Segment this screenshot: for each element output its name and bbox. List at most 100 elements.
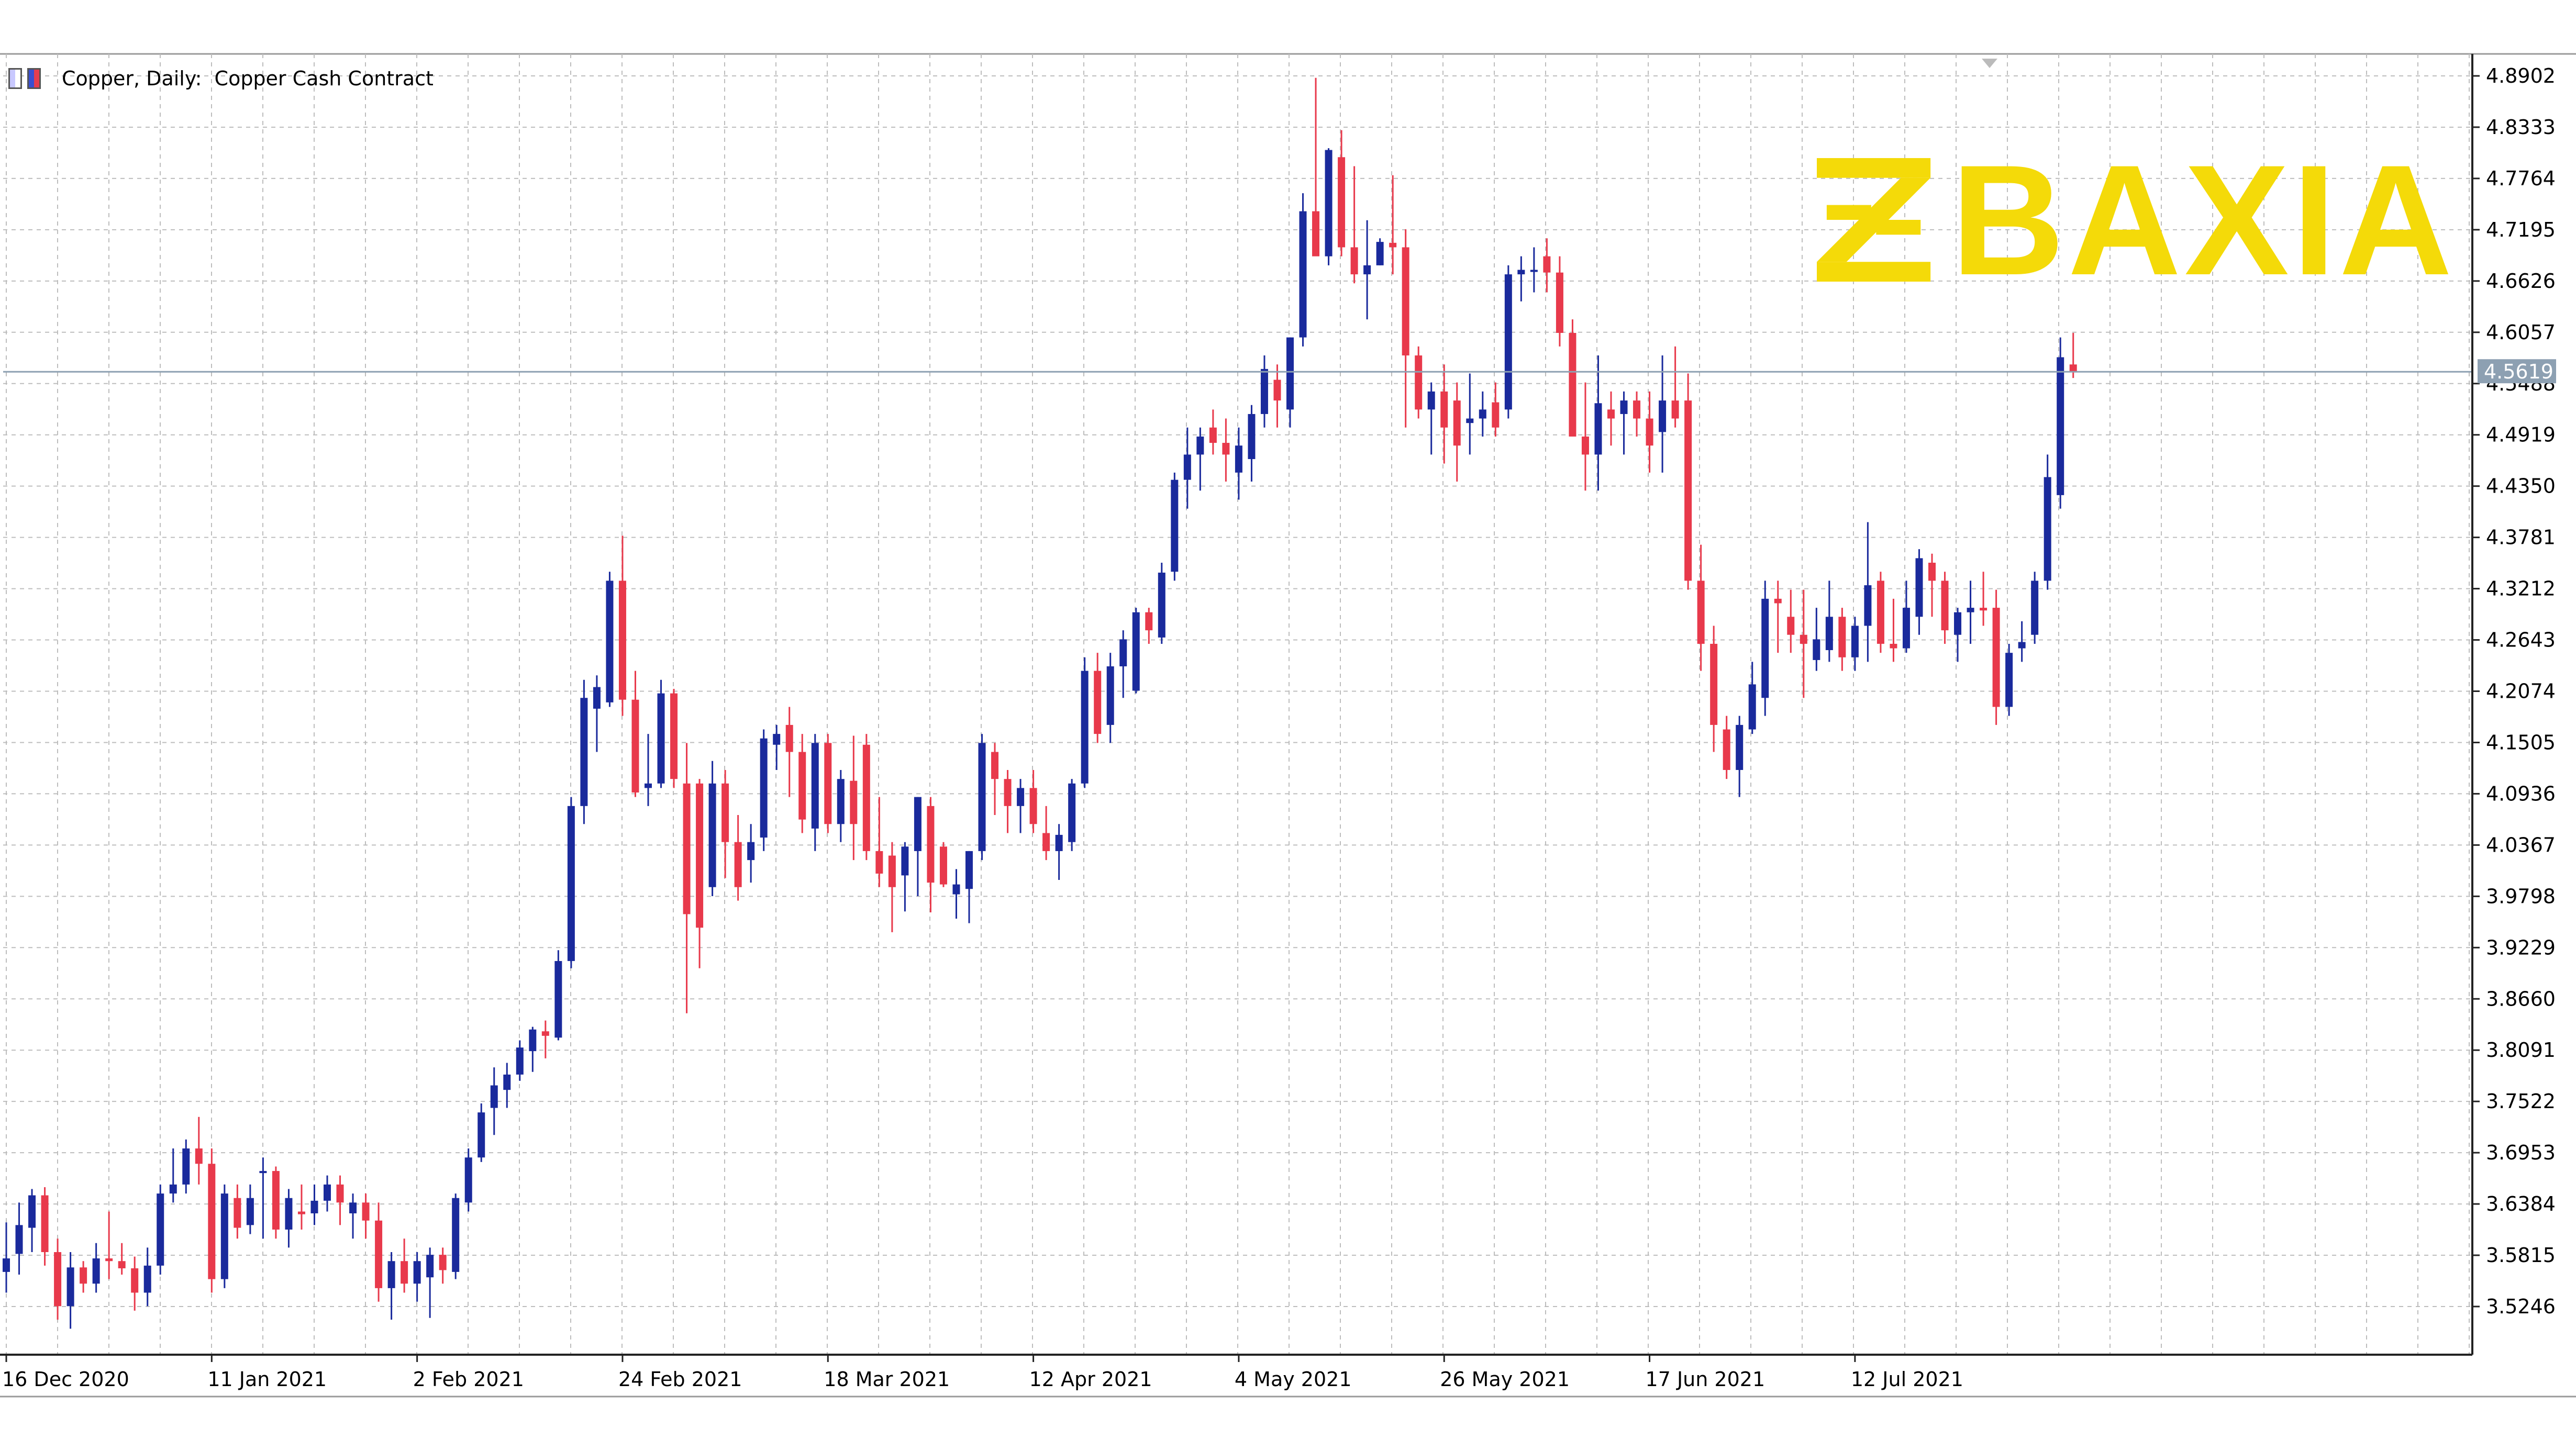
candle <box>2057 337 2064 509</box>
candle <box>773 724 781 770</box>
candle-body <box>670 693 678 779</box>
candle <box>1980 572 1987 626</box>
chart-shift-marker-icon[interactable] <box>1982 59 1997 68</box>
chart-type-icon[interactable] <box>27 68 41 89</box>
candle <box>1235 427 1242 500</box>
candle-body <box>362 1202 370 1221</box>
candle-body <box>1273 380 1281 401</box>
candle <box>978 734 986 861</box>
candle <box>297 1184 305 1230</box>
candle <box>54 1238 62 1320</box>
candle <box>1646 391 1653 473</box>
candle <box>208 1148 216 1293</box>
candle-body <box>1543 256 1551 273</box>
candle <box>1004 769 1012 833</box>
candle <box>785 707 793 797</box>
candle <box>1941 572 1949 644</box>
candle <box>1273 364 1281 428</box>
candle <box>747 824 755 883</box>
candle <box>541 1020 549 1058</box>
candles <box>3 77 2077 1329</box>
candle-body <box>157 1193 164 1266</box>
candle-body <box>54 1252 62 1307</box>
candle-body <box>760 738 768 838</box>
candle <box>1838 608 1846 671</box>
candle-body <box>1158 572 1165 638</box>
candle-body <box>798 752 806 820</box>
y-tick-label: 4.0367 <box>2486 833 2556 856</box>
candle <box>1017 779 1025 833</box>
candle-body <box>516 1047 524 1075</box>
candle <box>1723 716 1730 779</box>
candle <box>1094 653 1102 743</box>
candle-body <box>234 1198 241 1228</box>
candle <box>143 1247 151 1307</box>
candle <box>708 761 716 896</box>
candle <box>1517 256 1525 302</box>
candle <box>1774 581 1782 653</box>
candle-body <box>1736 724 1744 770</box>
candle-body <box>747 842 755 861</box>
candle-body <box>220 1193 228 1279</box>
candle-body <box>478 1112 485 1158</box>
candle-body <box>657 693 665 784</box>
candle-body <box>1325 150 1333 256</box>
candle-body <box>952 884 960 895</box>
candle-body <box>1427 391 1435 410</box>
candle <box>850 735 858 861</box>
candle <box>606 572 614 707</box>
candle <box>439 1247 447 1284</box>
candle <box>2044 454 2051 590</box>
candle <box>1569 319 1576 437</box>
candle-body <box>452 1198 460 1272</box>
candle-body <box>1838 617 1846 657</box>
candle-body <box>1299 211 1307 338</box>
candle <box>2069 332 2077 378</box>
candle-body <box>991 752 999 779</box>
candle <box>952 869 960 919</box>
candle-body <box>15 1225 23 1254</box>
candle <box>1466 373 1474 455</box>
candle-body <box>1646 418 1653 446</box>
x-tick-label: 17 Jun 2021 <box>1646 1368 1766 1391</box>
y-tick-label: 4.2074 <box>2486 680 2556 703</box>
candle-body <box>1042 833 1050 851</box>
candle-body <box>1479 409 1486 419</box>
candle-body <box>2069 364 2077 372</box>
candle-body <box>965 851 973 889</box>
candle-body <box>1235 445 1242 473</box>
candle <box>2031 572 2039 644</box>
candle <box>169 1148 177 1203</box>
candle-body <box>285 1198 293 1230</box>
candle-body <box>1363 265 1371 275</box>
candle <box>1350 166 1358 284</box>
candle-body <box>1517 270 1525 275</box>
candle-body <box>1581 436 1589 455</box>
y-tick-label: 3.8091 <box>2486 1039 2556 1062</box>
candle <box>195 1117 203 1185</box>
candle-body <box>978 743 986 851</box>
candle-body <box>1890 643 1897 649</box>
candle <box>1325 148 1333 265</box>
candle-body <box>1877 581 1884 644</box>
candle-body <box>413 1261 421 1284</box>
candle-body <box>1569 332 1576 437</box>
candle-body <box>541 1031 549 1036</box>
candle-body <box>1607 409 1615 419</box>
x-tick-label: 11 Jan 2021 <box>207 1368 327 1391</box>
current-price-label: 4.5619 <box>2484 360 2553 383</box>
candle <box>182 1139 190 1194</box>
candle-body <box>1967 608 1974 612</box>
candle-body <box>914 797 921 851</box>
candle-body <box>336 1184 344 1203</box>
candle-body <box>1825 617 1833 650</box>
candle <box>1607 391 1615 446</box>
candle <box>1556 256 1563 347</box>
chart-window-icon[interactable] <box>8 68 22 89</box>
candle <box>696 779 704 968</box>
candle-body <box>1556 272 1563 333</box>
candle <box>618 535 626 716</box>
candle <box>1684 373 1692 590</box>
candle-body <box>1774 598 1782 604</box>
